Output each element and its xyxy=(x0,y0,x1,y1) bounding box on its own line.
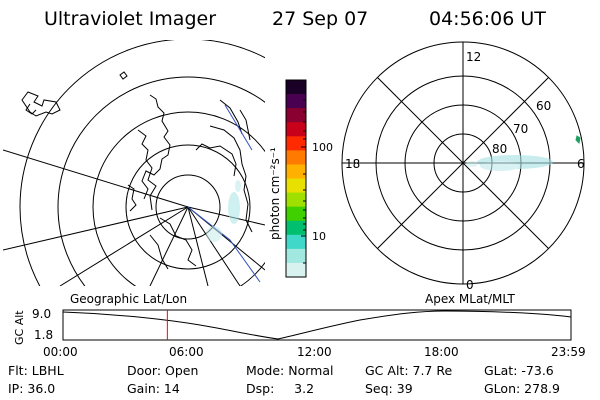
x-tick-2359: 23:59 xyxy=(551,345,586,359)
longitude-line xyxy=(3,206,189,251)
longitude-line xyxy=(187,206,241,286)
altitude-ylabel: GC Alt xyxy=(13,310,26,345)
altitude-plot: GC Alt 9.0 1.8 00:00 06:00 12:00 18:00 2… xyxy=(13,307,586,359)
altitude-curve xyxy=(62,310,572,340)
colorbar-stripe xyxy=(286,248,306,264)
longitude-line xyxy=(187,206,209,286)
colorbar-stripe xyxy=(286,150,306,166)
door-value: Door: Open xyxy=(127,363,199,378)
colorbar-stripe xyxy=(286,262,306,278)
longitude-line xyxy=(59,206,189,286)
altitude-ymax: 9.0 xyxy=(32,307,51,321)
emission-patch-polar xyxy=(466,155,553,171)
latitude-circle xyxy=(19,40,265,286)
gc-alt-value: GC Alt: 7.7 Re xyxy=(365,363,453,378)
colorbar-stripe xyxy=(286,206,306,222)
polar-plot: 12 18 6 0 60 70 80 xyxy=(341,41,585,292)
colorbar-stripe xyxy=(286,80,306,95)
x-tick-0600: 06:00 xyxy=(169,345,204,359)
filter-value: Flt: LBHL xyxy=(8,363,64,378)
ip-value: IP: 36.0 xyxy=(8,381,56,396)
longitude-line xyxy=(149,206,189,286)
colorbar-stripe xyxy=(286,164,306,180)
mlt-label-18: 18 xyxy=(345,157,360,171)
colorbar-stripe xyxy=(286,122,306,137)
glat-value: GLat: -73.6 xyxy=(484,363,554,378)
geo-panel-label: Geographic Lat/Lon xyxy=(70,292,187,306)
time-label: 04:56:06 UT xyxy=(429,8,546,30)
x-tick-1800: 18:00 xyxy=(424,345,459,359)
dsp-value: Dsp: 3.2 xyxy=(246,381,315,396)
latitude-circle xyxy=(125,144,251,270)
latitude-circle xyxy=(155,174,221,240)
glon-value: GLon: 278.9 xyxy=(484,381,560,396)
gain-value: Gain: 14 xyxy=(127,381,180,396)
colorbar-tick-10: 10 xyxy=(312,230,326,243)
longitude-line xyxy=(187,206,265,226)
satellite-track xyxy=(187,206,261,283)
geographic-map xyxy=(3,40,265,286)
colorbar-unit-label: photon cm⁻²s⁻¹ xyxy=(268,147,282,240)
mlt-label-0: 0 xyxy=(466,278,474,292)
latitude-circle xyxy=(57,76,265,286)
mlt-label-6: 6 xyxy=(577,157,585,171)
x-tick-0000: 00:00 xyxy=(43,345,78,359)
coastlines xyxy=(21,71,253,270)
date-label: 27 Sep 07 xyxy=(272,8,369,30)
latitude-circle xyxy=(92,111,265,286)
emission-patch-geo xyxy=(206,180,241,242)
x-tick-1200: 12:00 xyxy=(297,345,332,359)
colorbar-stripe xyxy=(286,136,306,151)
colorbar-stripe xyxy=(286,220,306,236)
colorbar-stripe xyxy=(286,234,306,250)
longitude-line xyxy=(3,149,189,208)
mlat-label-60: 60 xyxy=(536,99,551,113)
mlat-label-80: 80 xyxy=(492,142,507,156)
colorbar-stripe xyxy=(286,94,306,109)
colorbar-tick-100: 100 xyxy=(312,141,333,154)
altitude-ymin: 1.8 xyxy=(34,328,53,342)
colorbar-stripe xyxy=(286,192,306,208)
apex-panel-label: Apex MLat/MLT xyxy=(425,292,515,306)
colorbar-stripe xyxy=(286,108,306,123)
colorbar xyxy=(286,80,306,278)
mode-value: Mode: Normal xyxy=(246,363,334,378)
mlt-label-12: 12 xyxy=(466,50,481,64)
instrument-title: Ultraviolet Imager xyxy=(44,8,217,30)
seq-value: Seq: 39 xyxy=(365,381,413,396)
colorbar-stripe xyxy=(286,178,306,194)
mlat-label-70: 70 xyxy=(513,122,528,136)
